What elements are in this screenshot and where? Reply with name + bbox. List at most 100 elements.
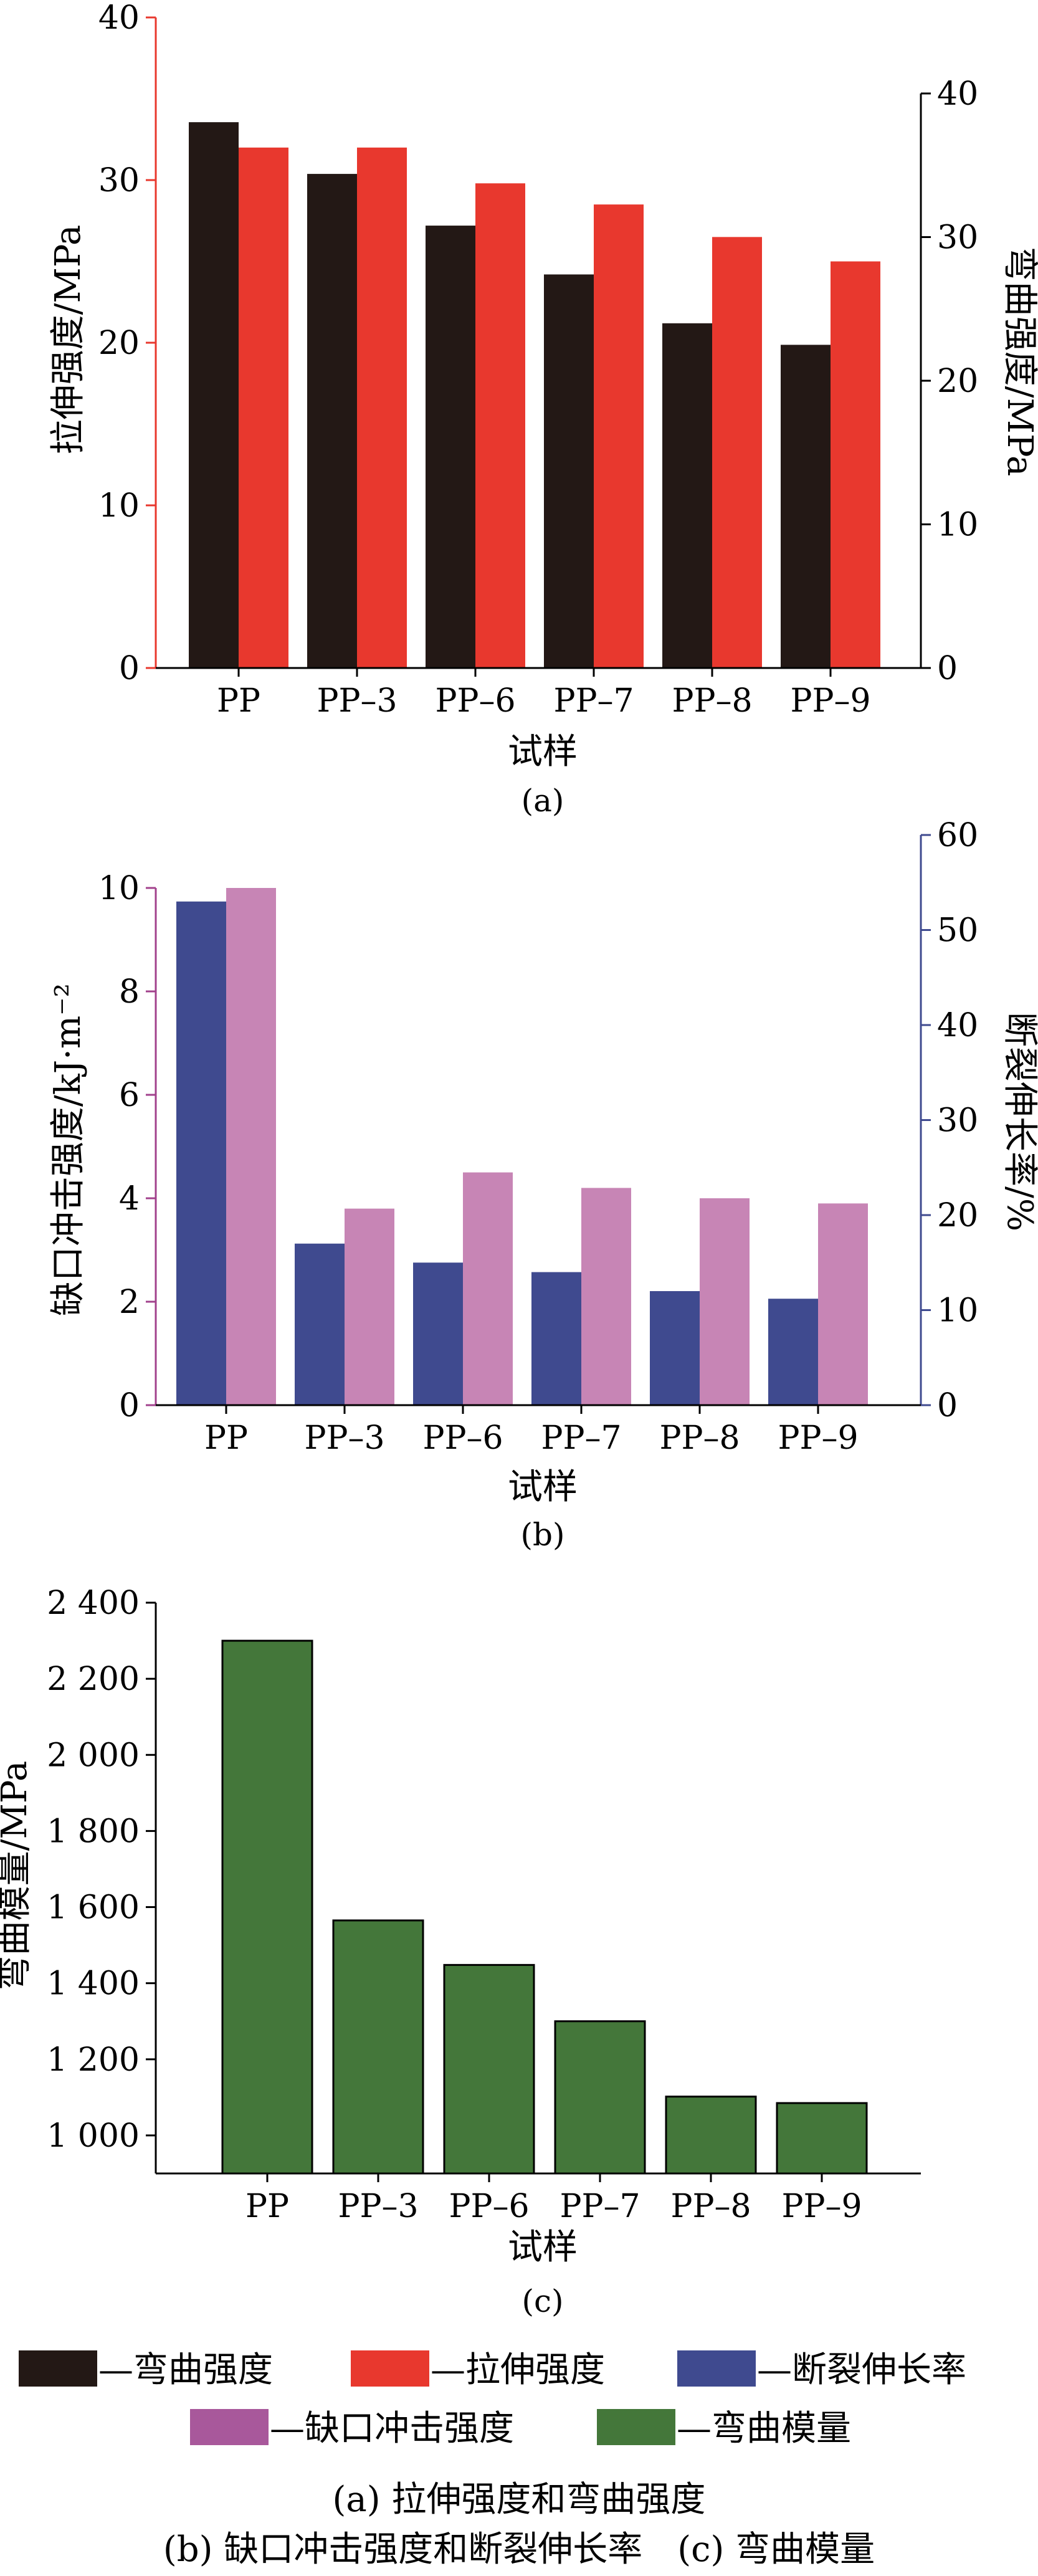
legend-swatch-tensile-strength — [351, 2350, 429, 2387]
caption-line-1: (a) 拉伸强度和弯曲强度 — [333, 2479, 706, 2520]
bar-b-s1-c1 — [345, 1208, 394, 1405]
bar-c-s0-c5 — [776, 2102, 868, 2175]
right-tick-label: 40 — [937, 1007, 978, 1044]
legend-swatch-flexural-modulus — [597, 2409, 675, 2445]
right-tick-label: 60 — [937, 817, 978, 854]
panel-c-xlabel: 试样 — [508, 2227, 578, 2268]
bar-a-s1-c1 — [357, 147, 407, 669]
left-tick-label: 2 000 — [47, 1737, 140, 1774]
bar-b-s0-c5 — [768, 1299, 818, 1405]
left-tick-label: 30 — [98, 162, 140, 199]
panel-b-left-ylabel: 缺口冲击强度/kJ·m⁻² — [48, 983, 88, 1316]
left-tick-label: 10 — [98, 870, 140, 907]
bar-c-s0-c2 — [443, 1963, 535, 2175]
panel-b-label: (b) — [520, 1517, 564, 1553]
left-tick-label: 1 600 — [47, 1889, 140, 1927]
left-tick-label: 1 800 — [47, 1813, 140, 1850]
x-tick-label: PP–9 — [790, 682, 870, 720]
panel-a-right-ylabel: 弯曲强度/MPa — [999, 247, 1038, 477]
panel-c-flexural-modulus: 1 000 1 200 1 400 1 600 1 800 2 000 2 200 2 400… — [0, 1585, 921, 2319]
x-tick-label: PP–8 — [670, 2188, 751, 2225]
right-tick-label: 10 — [937, 1292, 978, 1330]
legend-item-flexural-modulus: —弯曲模量 — [597, 2408, 851, 2449]
bar-b-s0-c0 — [176, 901, 226, 1405]
panel-b-bars — [176, 888, 868, 1405]
legend-swatch-elongation — [677, 2350, 756, 2387]
right-tick-label: 0 — [937, 650, 958, 687]
x-tick-label: PP–6 — [449, 2188, 529, 2225]
legend-item-flexural-strength: —弯曲强度 — [19, 2350, 273, 2390]
panel-a-bars — [189, 122, 880, 669]
panel-c-axes: 1 000 1 200 1 400 1 600 1 800 2 000 2 200 2 400… — [47, 1585, 921, 2225]
bar-c-s0-c3 — [554, 2020, 646, 2175]
panel-a-tensile-flexural-strength: 0 10 20 30 40 0 10 20 30 40 PP PP–3 PP–6 PP–7 PP–8 PP–9… — [48, 0, 1038, 819]
panel-b-right-ylabel: 断裂伸长率/% — [999, 1012, 1038, 1231]
right-tick-label: 0 — [937, 1387, 958, 1424]
bar-b-s0-c1 — [295, 1243, 345, 1405]
x-tick-label: PP–7 — [553, 682, 634, 720]
left-tick-label: 6 — [119, 1077, 140, 1114]
right-tick-label: 30 — [937, 1102, 978, 1140]
legend-swatch-flexural-strength — [19, 2350, 97, 2387]
bar-b-s0-c2 — [413, 1262, 463, 1405]
left-tick-label: 0 — [119, 1387, 140, 1424]
bar-a-s1-c4 — [712, 237, 762, 669]
panel-b-impact-elongation: 0 2 4 6 8 10 0 10 20 30 40 50 60 PP PP–3 PP–6 PP–7 PP–8 PP… — [48, 817, 1038, 1553]
bar-c-s0-c0 — [221, 1639, 313, 2175]
bar-b-s1-c3 — [581, 1188, 631, 1405]
bar-a-s1-c0 — [239, 147, 288, 669]
bar-a-s1-c5 — [831, 261, 880, 668]
x-tick-label: PP–9 — [781, 2188, 862, 2225]
caption-line-2: (b) 缺口冲击强度和断裂伸长率 (c) 弯曲模量 — [163, 2529, 875, 2570]
bar-a-s0-c2 — [426, 226, 475, 668]
bar-a-s0-c5 — [781, 345, 831, 668]
panel-a-axes: 0 10 20 30 40 0 10 20 30 40 PP PP–3 PP–6 PP–7 PP–8 PP–9 — [98, 0, 978, 720]
bar-b-s1-c2 — [463, 1172, 513, 1405]
panel-a-label: (a) — [521, 783, 564, 819]
legend-label-tensile-strength: —拉伸强度 — [431, 2350, 605, 2390]
x-tick-label: PP–7 — [559, 2188, 640, 2225]
legend-item-tensile-strength: —拉伸强度 — [351, 2350, 605, 2390]
right-tick-label: 30 — [937, 219, 978, 257]
panel-b-axes: 0 2 4 6 8 10 0 10 20 30 40 50 60 PP PP–3 PP–6 PP–7 PP–8 PP… — [98, 817, 978, 1457]
left-tick-label: 0 — [119, 650, 140, 687]
x-tick-label: PP–6 — [422, 1419, 503, 1457]
bar-a-s0-c1 — [307, 174, 357, 669]
legend-label-notched-impact: —缺口冲击强度 — [270, 2408, 514, 2449]
left-tick-label: 1 200 — [47, 2041, 140, 2079]
bar-b-s1-c5 — [818, 1203, 868, 1405]
bar-c-s0-c1 — [332, 1919, 424, 2175]
panel-a-xlabel: 试样 — [508, 732, 578, 772]
panel-c-left-ylabel: 弯曲模量/MPa — [0, 1761, 35, 1991]
bar-c-s0-c4 — [665, 2096, 757, 2175]
x-tick-label: PP–3 — [317, 682, 397, 720]
right-tick-label: 10 — [937, 507, 978, 544]
right-tick-label: 50 — [937, 912, 978, 950]
x-tick-label: PP–8 — [659, 1419, 740, 1457]
bar-a-s1-c3 — [594, 204, 644, 668]
legend-item-notched-impact: —缺口冲击强度 — [190, 2408, 514, 2449]
panel-c-bars — [221, 1639, 868, 2175]
bar-b-s0-c4 — [650, 1291, 700, 1405]
left-tick-label: 20 — [98, 325, 140, 362]
bar-a-s0-c3 — [544, 274, 594, 668]
right-tick-label: 20 — [937, 1197, 978, 1234]
x-tick-label: PP–6 — [435, 682, 515, 720]
left-tick-label: 1 000 — [47, 2117, 140, 2155]
right-tick-label: 20 — [937, 363, 978, 400]
left-tick-label: 4 — [119, 1180, 140, 1218]
left-tick-label: 2 — [119, 1284, 140, 1321]
left-tick-label: 2 200 — [47, 1661, 140, 1698]
left-tick-label: 1 400 — [47, 1965, 140, 2003]
x-tick-label: PP–8 — [672, 682, 752, 720]
x-tick-label: PP — [204, 1419, 248, 1457]
bar-a-s0-c4 — [662, 323, 712, 668]
left-tick-label: 40 — [98, 0, 140, 37]
x-tick-label: PP–7 — [541, 1419, 621, 1457]
panel-b-xlabel: 试样 — [508, 1467, 578, 1507]
left-tick-label: 2 400 — [47, 1585, 140, 1622]
left-tick-label: 8 — [119, 973, 140, 1011]
bar-a-s0-c0 — [189, 122, 239, 669]
legend-label-elongation: —断裂伸长率 — [757, 2350, 966, 2390]
legend-label-flexural-modulus: —弯曲模量 — [677, 2408, 851, 2449]
